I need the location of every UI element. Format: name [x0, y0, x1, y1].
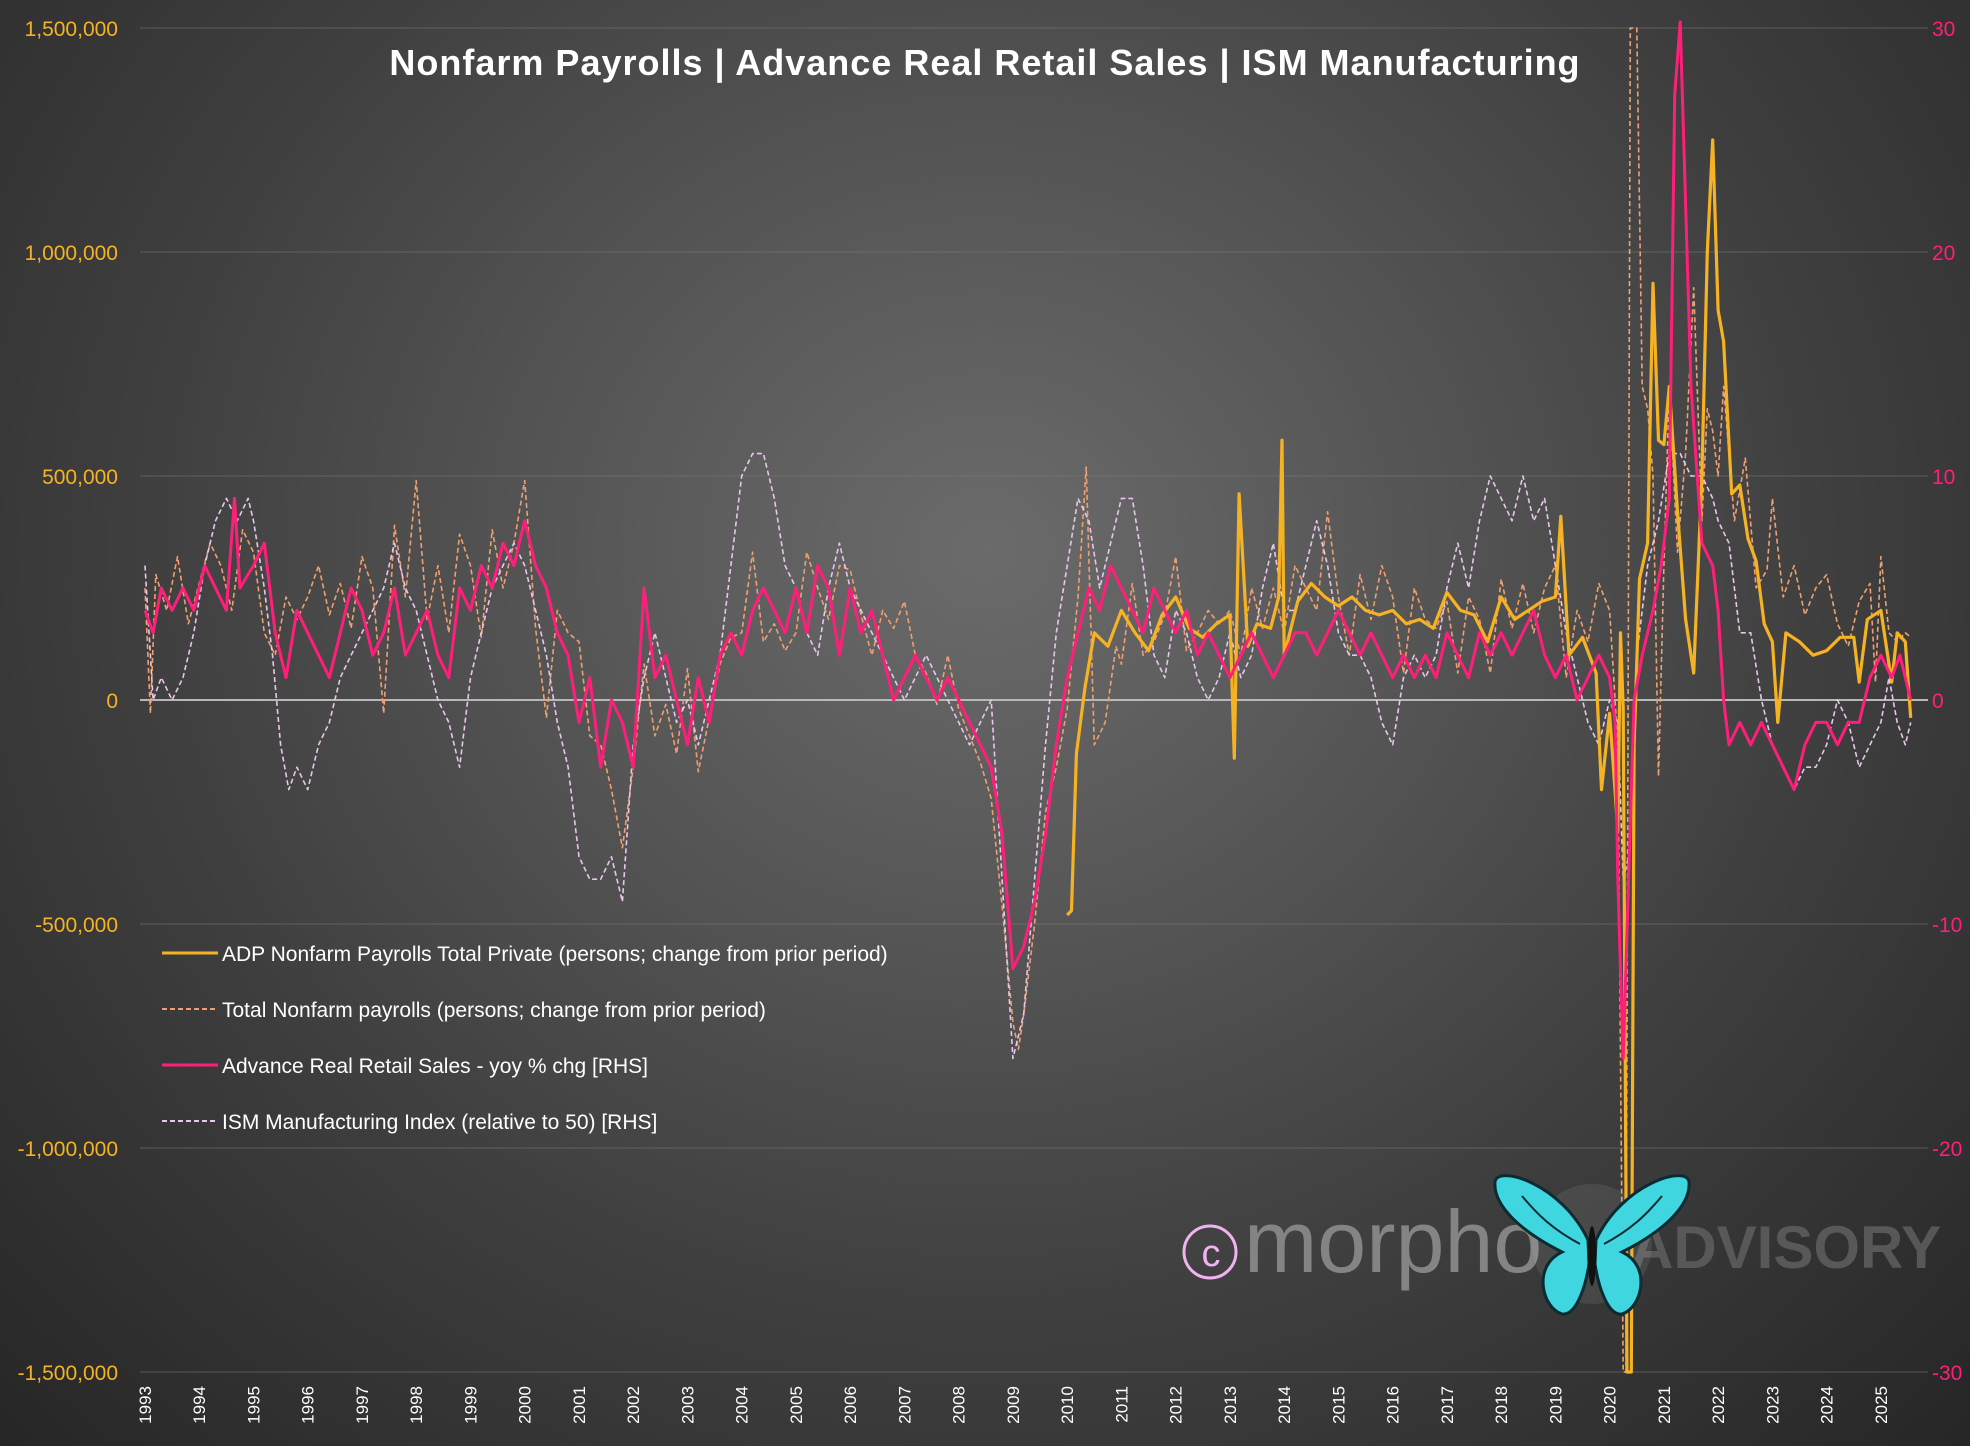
legend-label: Advance Real Retail Sales - yoy % chg [R…	[222, 1055, 648, 1078]
left-tick-label: -500,000	[35, 914, 118, 937]
right-tick-label: 20	[1932, 242, 1955, 265]
watermark-suffix: ADVISORY	[1630, 1214, 1941, 1281]
x-tick-label: 2008	[950, 1386, 969, 1424]
series-line	[1066, 138, 1913, 1374]
x-tick-label: 1994	[190, 1386, 209, 1424]
x-tick-label: 2017	[1438, 1386, 1457, 1424]
left-tick-label: 500,000	[42, 466, 118, 489]
x-tick-label: 2005	[787, 1386, 806, 1424]
x-tick-label: 2002	[624, 1386, 643, 1424]
left-tick-label: 0	[106, 690, 118, 713]
right-tick-label: 0	[1932, 690, 1944, 713]
x-tick-label: 2025	[1872, 1386, 1891, 1424]
legend-label: Total Nonfarm payrolls (persons; change …	[222, 999, 766, 1022]
right-tick-label: -10	[1932, 914, 1962, 937]
series-line	[144, 452, 1912, 1060]
legend-label: ISM Manufacturing Index (relative to 50)…	[222, 1111, 657, 1134]
x-tick-label: 2007	[895, 1386, 914, 1424]
left-tick-label: 1,500,000	[25, 18, 118, 41]
x-tick-label: 2022	[1709, 1386, 1728, 1424]
right-tick-label: 30	[1932, 18, 1955, 41]
x-tick-label: 1998	[407, 1386, 426, 1424]
x-tick-label: 2011	[1112, 1386, 1131, 1423]
x-axis-tick-labels: 1993 1994 1995 1996 1997 1998 1999 2000 2001 2002…	[136, 1386, 1891, 1424]
x-tick-label: 2018	[1492, 1386, 1511, 1424]
x-tick-label: 2020	[1601, 1386, 1620, 1424]
x-tick-label: 2016	[1384, 1386, 1403, 1424]
x-tick-label: 2014	[1275, 1386, 1294, 1424]
left-tick-label: -1,000,000	[18, 1138, 118, 1161]
x-tick-label: 2000	[516, 1386, 535, 1424]
x-tick-label: 2019	[1546, 1386, 1565, 1424]
x-tick-label: 2013	[1221, 1386, 1240, 1424]
butterfly-icon	[1493, 1174, 1691, 1316]
x-tick-label: 1993	[136, 1386, 155, 1424]
x-tick-label: 2004	[733, 1386, 752, 1424]
x-tick-label: 2024	[1818, 1386, 1837, 1424]
left-axis-tick-labels: 1,500,000 1,000,000 500,000 0 -500,000 -1,000…	[18, 18, 118, 1385]
series-line	[143, 20, 1913, 1060]
watermark-brand: morpho	[1244, 1192, 1542, 1291]
legend-label: ADP Nonfarm Payrolls Total Private (pers…	[222, 943, 888, 966]
watermark: © c morpho ADVISORY	[1182, 1174, 1941, 1316]
copyright-letter: c	[1202, 1233, 1221, 1275]
x-tick-label: 1999	[461, 1386, 480, 1424]
x-tick-label: 1997	[353, 1386, 372, 1424]
x-tick-label: 2023	[1763, 1386, 1782, 1424]
copyright-circle	[1182, 1224, 1238, 1280]
x-tick-label: 2010	[1058, 1386, 1077, 1424]
x-tick-label: 2003	[678, 1386, 697, 1424]
series-line	[144, 27, 1912, 1373]
x-tick-label: 2001	[570, 1386, 589, 1424]
left-tick-label: 1,000,000	[25, 242, 118, 265]
chart-title: Nonfarm Payrolls | Advance Real Retail S…	[389, 42, 1580, 84]
x-tick-label: 2015	[1329, 1386, 1348, 1424]
left-tick-label: -1,500,000	[18, 1362, 118, 1385]
right-axis-tick-labels: 30 20 10 0 -10 -20 -30	[1932, 18, 1962, 1385]
x-tick-label: 1996	[299, 1386, 318, 1424]
legend: ADP Nonfarm Payrolls Total Private (pers…	[162, 943, 888, 1134]
x-tick-label: 2009	[1004, 1386, 1023, 1424]
x-tick-label: 2012	[1167, 1386, 1186, 1424]
right-tick-label: -20	[1932, 1138, 1962, 1161]
right-tick-label: 10	[1932, 466, 1955, 489]
x-tick-label: 2021	[1655, 1386, 1674, 1424]
x-tick-label: 1995	[244, 1386, 263, 1424]
x-tick-label: 2006	[841, 1386, 860, 1424]
series-lines	[143, 20, 1913, 1374]
right-tick-label: -30	[1932, 1362, 1962, 1385]
